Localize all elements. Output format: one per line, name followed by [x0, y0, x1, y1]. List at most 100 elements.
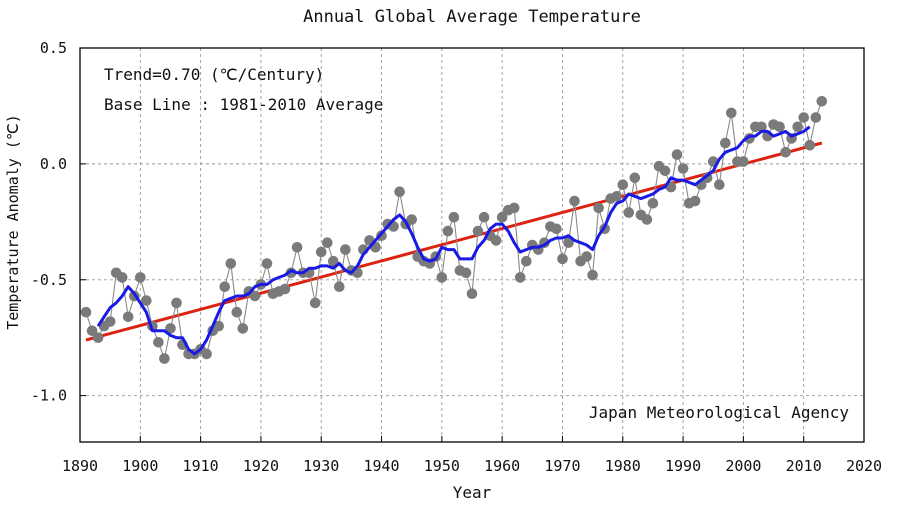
annual-anomaly-point: [514, 272, 526, 283]
annual-anomaly-point: [213, 320, 224, 332]
x-tick-label: 2000: [725, 457, 761, 475]
annual-anomaly-point: [466, 288, 478, 300]
x-tick-label: 1900: [122, 457, 158, 475]
y-axis-label: Temperature Anomaly (℃): [4, 114, 22, 330]
annual-anomaly-point: [116, 272, 128, 283]
y-axis: -1.0 -0.5 0.0 0.5: [31, 39, 86, 405]
annual-anomaly-point: [328, 255, 339, 267]
annual-anomaly-point: [291, 242, 303, 253]
annual-anomaly-point: [141, 295, 152, 306]
x-tick-label: 1950: [424, 457, 460, 475]
annual-anomaly-point: [792, 121, 803, 133]
annual-anomaly-point: [442, 225, 454, 237]
annual-anomaly-point: [774, 121, 785, 133]
annual-anomaly-point: [478, 211, 490, 223]
annual-anomaly-point: [309, 297, 321, 309]
x-tick-label: 1930: [303, 457, 339, 475]
annual-anomaly-point: [593, 202, 604, 214]
annual-anomaly-point: [816, 96, 828, 107]
x-tick-label: 1920: [243, 457, 279, 475]
annual-anomaly-point: [104, 316, 116, 327]
annual-anomaly-point: [334, 281, 345, 293]
annual-anomaly-point: [165, 323, 176, 334]
annual-anomaly-point: [171, 297, 182, 309]
annual-anomaly-point: [159, 353, 170, 364]
x-tick-label: 1970: [544, 457, 580, 475]
grid: [80, 48, 864, 442]
annual-anomaly-point: [436, 272, 448, 283]
trend-layer: [85, 141, 823, 342]
annual-anomaly-point: [322, 237, 333, 248]
annual-anomaly-point: [780, 147, 791, 158]
annual-anomaly-point: [587, 269, 598, 281]
x-tick-label: 1910: [183, 457, 219, 475]
y-tick-label: 0.5: [40, 39, 67, 57]
annual-anomaly-point: [80, 306, 92, 318]
annual-anomaly-point: [804, 140, 815, 151]
y-tick-label: -1.0: [31, 387, 67, 405]
running-mean-line: [96, 125, 811, 356]
plot-frame: [79, 47, 865, 443]
annual-anomaly-point: [279, 283, 291, 295]
annual-anomaly-point: [472, 225, 484, 237]
annual-anomaly-point: [677, 163, 689, 174]
annual-anomaly-point: [569, 195, 580, 207]
annual-anomaly-point: [521, 255, 532, 267]
annual-anomaly-point: [394, 186, 405, 197]
annual-anomaly-point: [671, 149, 683, 160]
x-tick-label: 1890: [62, 457, 98, 475]
baseline-annotation: Base Line : 1981-2010 Average: [104, 95, 383, 114]
annual-anomaly-point: [92, 332, 104, 344]
x-tick-label: 1980: [605, 457, 641, 475]
annual-anomaly-point: [563, 237, 574, 248]
annual-anomaly-point: [219, 281, 230, 293]
annual-anomaly-point: [460, 267, 472, 279]
x-tick-label: 2020: [846, 457, 882, 475]
annual-anomaly-point: [581, 251, 592, 262]
annual-anomaly-point: [647, 198, 659, 209]
annual-anomaly-point: [720, 137, 731, 149]
annual-anomaly-point: [122, 311, 134, 323]
trend-line: [85, 141, 823, 342]
source-annotation: Japan Meteorological Agency: [589, 403, 849, 422]
annual-anomaly-point: [617, 179, 629, 190]
x-tick-label: 1940: [363, 457, 399, 475]
annual-anomaly-point: [496, 211, 508, 223]
y-tick-label: -0.5: [31, 271, 67, 289]
x-tick-label: 1990: [665, 457, 701, 475]
annual-anomaly-point: [623, 207, 635, 218]
y-tick-label: 0.0: [40, 155, 67, 173]
annual-anomaly-point: [756, 121, 767, 133]
annual-anomaly-point: [340, 244, 351, 255]
annual-anomaly-point: [315, 246, 327, 258]
running-mean-layer: [96, 125, 811, 356]
trend-annotation: Trend=0.70 (℃/Century): [104, 65, 324, 84]
annual-anomaly-point: [448, 211, 460, 223]
annual-anomaly-point: [551, 223, 562, 235]
annual-anomaly-point: [726, 107, 737, 119]
annual-anomaly-point: [508, 202, 520, 214]
annual-anomaly-point: [201, 348, 212, 360]
annual-anomaly-point: [249, 290, 261, 302]
annual-anomaly-point: [738, 156, 749, 167]
annual-anomaly-point: [714, 179, 725, 190]
x-axis: 1890 1900 1910 1920 1930 1940 1950 1960 1970 1980…: [62, 436, 882, 475]
annual-anomaly-point: [153, 337, 164, 348]
annual-anomaly-point: [557, 253, 568, 265]
annual-anomaly-point: [86, 325, 98, 337]
annual-anomaly-point: [231, 306, 243, 318]
annual-anomaly-point: [490, 235, 502, 246]
annual-anomaly-point: [225, 258, 237, 269]
annual-anomaly-point: [237, 323, 249, 334]
annual-anomaly-point: [629, 172, 641, 184]
annual-anomaly-point: [135, 272, 146, 283]
x-tick-label: 1960: [484, 457, 520, 475]
annual-anomaly-point: [810, 112, 822, 123]
x-tick-label: 2010: [786, 457, 822, 475]
annual-anomaly-point: [641, 214, 653, 225]
chart-title: Annual Global Average Temperature: [303, 7, 641, 27]
anomaly-layer: [80, 96, 828, 364]
annual-anomaly-point: [798, 112, 809, 123]
annual-anomaly-point: [611, 191, 622, 202]
